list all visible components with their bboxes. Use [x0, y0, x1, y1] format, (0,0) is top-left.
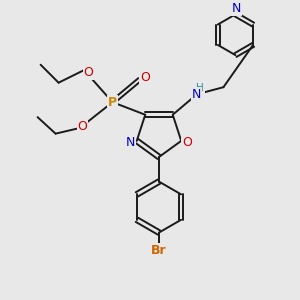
Text: N: N	[232, 2, 242, 15]
Text: O: O	[140, 71, 150, 84]
Text: O: O	[78, 120, 88, 133]
Text: N: N	[192, 88, 201, 101]
Text: O: O	[84, 66, 94, 79]
Text: O: O	[182, 136, 192, 149]
Text: H: H	[196, 83, 204, 93]
Text: Br: Br	[151, 244, 167, 257]
Text: N: N	[125, 136, 135, 149]
Text: P: P	[108, 96, 117, 109]
